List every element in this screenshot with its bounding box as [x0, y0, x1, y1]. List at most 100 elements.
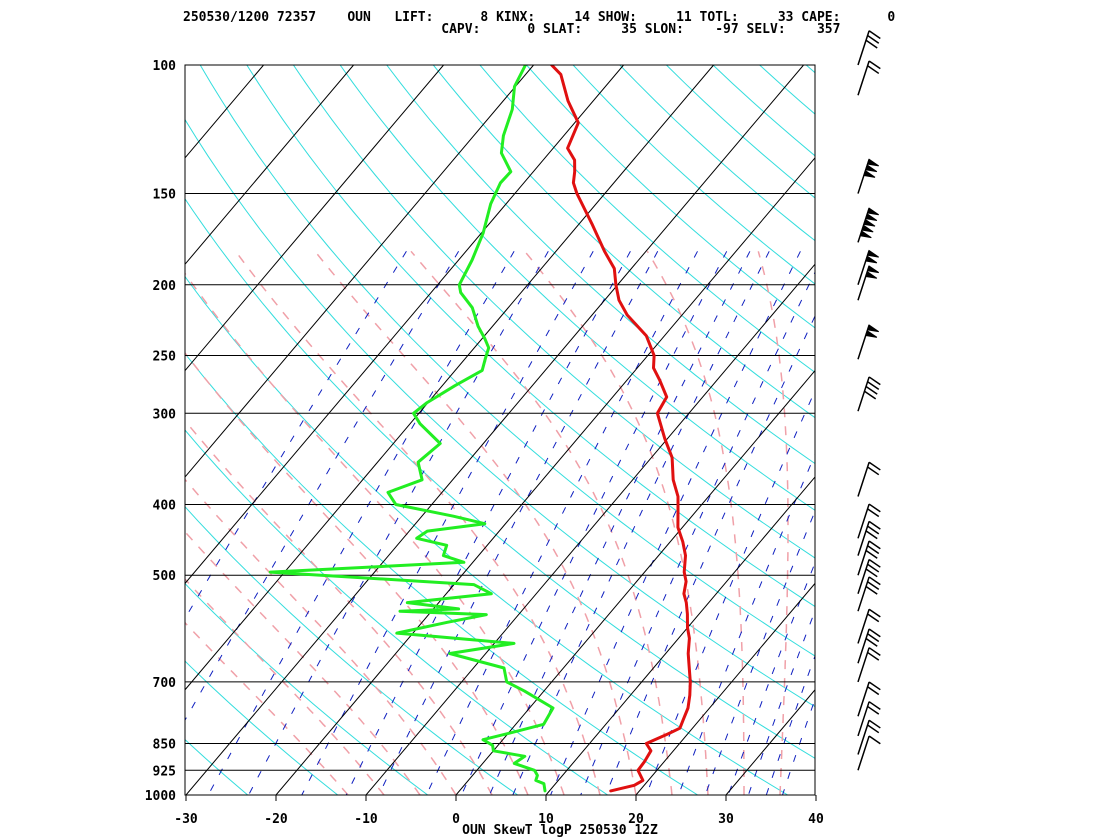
wind-barb-flag	[868, 520, 881, 530]
dry-adiabat	[185, 429, 608, 795]
wind-barb	[857, 576, 881, 612]
wind-barb-flag	[867, 633, 880, 643]
wind-barb-staff	[857, 701, 870, 737]
isotherm	[0, 65, 84, 795]
dry-adiabat	[526, 65, 815, 329]
wind-barb-flag	[867, 613, 880, 623]
mixing-ratio-line	[248, 251, 549, 795]
wind-barb-flag	[867, 545, 880, 555]
wind-barb-staff	[857, 681, 870, 717]
wind-barb	[857, 207, 880, 243]
dry-adiabat	[479, 65, 815, 374]
wind-barb	[857, 265, 880, 301]
pressure-label-925: 925	[153, 764, 176, 779]
temp-tick-label: 10	[538, 812, 554, 827]
wind-barb	[857, 608, 881, 644]
isotherm	[185, 65, 264, 159]
isotherm	[185, 65, 354, 266]
isotherm	[365, 263, 815, 795]
wind-barb	[857, 701, 881, 737]
dry-adiabat	[246, 65, 815, 608]
moist-adiabat	[410, 250, 673, 795]
dry-adiabat	[666, 65, 815, 199]
isotherm	[816, 65, 1120, 795]
wind-barb-flag	[868, 701, 881, 711]
wind-barb-flag	[868, 719, 881, 729]
wind-barb-flag	[865, 568, 878, 578]
dry-adiabat	[292, 65, 815, 559]
wind-barb-flag	[867, 686, 880, 696]
wind-barb-flag	[868, 503, 881, 513]
wind-barb-staff	[857, 576, 870, 612]
footer-title: OUN SkewT logP 250530 12Z	[462, 823, 658, 838]
wind-barb	[857, 503, 881, 539]
dry-adiabat	[572, 65, 815, 285]
temp-tick-label: 40	[808, 812, 824, 827]
moist-adiabat	[185, 621, 349, 795]
mixing-ratio-line	[765, 654, 815, 795]
temp-tick-label: 0	[452, 812, 460, 827]
temp-tick-label: -20	[264, 812, 288, 827]
isotherm	[275, 157, 815, 795]
moist-adiabat	[185, 419, 493, 795]
isotherm	[0, 65, 174, 795]
wind-barb-pennant	[866, 158, 880, 167]
pressure-label-200: 200	[153, 279, 177, 294]
wind-barb-flag	[865, 637, 878, 647]
dry-adiabat	[185, 352, 698, 795]
wind-barb	[857, 249, 880, 285]
mixing-ratio-line	[378, 251, 659, 795]
mixing-ratio-line	[425, 251, 698, 795]
wind-barb-flag	[865, 530, 878, 540]
pressure-label-500: 500	[153, 569, 177, 584]
wind-barb-flag	[868, 376, 881, 386]
wind-barb	[857, 628, 881, 664]
wind-barb-staff	[857, 647, 870, 683]
dry-adiabat	[185, 118, 815, 708]
moist-adiabat	[185, 578, 385, 795]
dry-adiabat	[386, 65, 815, 465]
wind-barb-pennant	[865, 329, 878, 338]
pressure-label-850: 850	[153, 737, 177, 752]
wind-barb-flag	[868, 735, 881, 745]
isotherm	[185, 65, 624, 585]
dewpoint-trace	[268, 65, 555, 793]
mixing-ratio-line	[301, 251, 594, 795]
wind-barb-pennant	[866, 265, 880, 274]
dry-adiabat	[759, 65, 815, 115]
moist-adiabat	[185, 478, 457, 795]
wind-barb-pennant	[866, 249, 880, 258]
temp-tick-label: 20	[628, 812, 644, 827]
wind-barb-pennant	[865, 270, 878, 279]
wind-barb	[857, 376, 881, 412]
wind-barb-flag	[867, 581, 880, 591]
wind-barb-flag	[865, 385, 878, 395]
dry-adiabat	[993, 65, 1120, 795]
wind-barb-staff	[857, 608, 870, 644]
isotherm	[635, 582, 815, 795]
wind-barb-flag	[867, 563, 880, 573]
temperature-trace	[550, 65, 692, 793]
dry-adiabat	[1039, 65, 1120, 795]
moist-adiabat	[235, 250, 601, 795]
wind-barb	[857, 735, 881, 771]
wind-barb-pennant	[865, 213, 878, 221]
wind-barb-flag	[867, 651, 880, 661]
dry-adiabat	[853, 65, 1120, 795]
wind-barb-staff	[857, 559, 870, 594]
header-line-2: CAPV: 0 SLAT: 35 SLON: -97 SELV: 357	[183, 22, 841, 37]
wind-barb-flag	[867, 525, 880, 535]
mixing-ratio-line	[782, 697, 815, 795]
isotherm	[545, 476, 815, 795]
pressure-label-1000: 1000	[145, 789, 176, 804]
temp-tick-label: -10	[354, 812, 378, 827]
wind-barb	[857, 520, 881, 556]
wind-barb-staff	[857, 720, 870, 755]
wind-barb	[857, 540, 881, 576]
wind-barb-flag	[868, 608, 881, 618]
pressure-label-700: 700	[153, 676, 177, 691]
moist-adiabat	[646, 250, 745, 795]
wind-barb-flag	[867, 724, 880, 734]
wind-barb-flag	[867, 381, 880, 391]
